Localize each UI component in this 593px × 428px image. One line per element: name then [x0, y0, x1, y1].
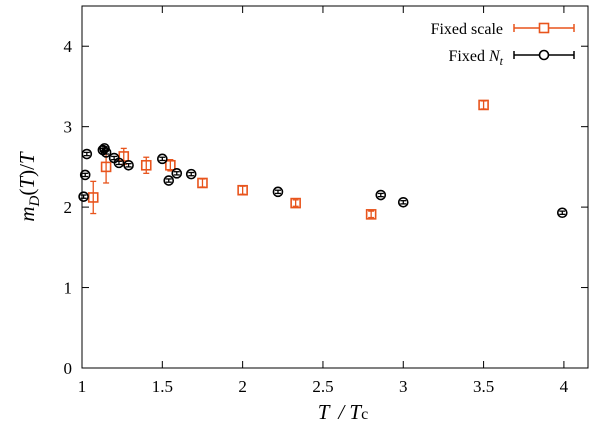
- y-tick-label: 0: [64, 359, 73, 378]
- data-point: [140, 159, 152, 171]
- data-point: [365, 209, 377, 220]
- data-point: [157, 153, 168, 165]
- y-axis-label-rest: (: [15, 189, 39, 196]
- x-tick-label: 3.5: [473, 377, 494, 396]
- series-fixed-nt: [78, 143, 568, 219]
- legend-label-fixed-nt: Fixed Nt: [449, 48, 504, 68]
- x-axis-label-c: c: [361, 406, 368, 423]
- x-tick-label: 3: [399, 377, 408, 396]
- legend-label-fixed-scale: Fixed scale: [431, 21, 503, 38]
- y-axis-label-sub: D: [27, 195, 43, 207]
- data-point: [113, 157, 125, 169]
- legend-marker: [538, 22, 550, 34]
- data-point: [237, 184, 248, 196]
- plot-frame: [81, 5, 589, 369]
- data-point: [375, 189, 387, 201]
- data-point: [556, 207, 568, 219]
- series-fixed-scale: [87, 99, 489, 220]
- x-axis-label: T / Tc: [318, 400, 368, 424]
- data-point: [123, 159, 134, 171]
- legend-label-fixed-nt-n: N: [488, 48, 501, 65]
- data-point: [78, 191, 89, 202]
- data-point: [197, 177, 208, 189]
- legend-label-fixed-nt-word: Fixed: [449, 48, 489, 65]
- y-axis-label: mD(T)/T: [15, 151, 43, 222]
- data-point: [165, 159, 176, 171]
- x-tick-label: 2.5: [312, 377, 333, 396]
- series-layer: [78, 99, 568, 220]
- x-tick-label: 2: [238, 377, 247, 396]
- data-point: [100, 161, 112, 173]
- data-point: [272, 186, 284, 198]
- x-axis-label-sep: /: [333, 400, 349, 424]
- x-axis-label-tc: T: [349, 400, 362, 424]
- data-point: [478, 99, 489, 111]
- legend-label-fixed-nt-sub: t: [500, 54, 504, 68]
- y-tick-label: 2: [64, 198, 73, 217]
- y-axis-label-t2: T: [15, 151, 39, 164]
- y-axis-label-close: )/: [15, 164, 39, 177]
- legend-marker: [538, 49, 550, 61]
- data-point: [100, 147, 112, 158]
- x-tick-label: 1: [78, 377, 87, 396]
- y-tick-label: 4: [64, 37, 73, 56]
- y-tick-label: 3: [64, 118, 73, 137]
- data-point: [81, 148, 93, 160]
- y-axis-label-m: m: [15, 206, 39, 221]
- data-point: [185, 168, 197, 180]
- axis-ticks: [81, 6, 588, 369]
- y-axis-label-t1: T: [15, 176, 39, 189]
- legend: Fixed scale Fixed Nt: [431, 21, 575, 68]
- data-point: [397, 196, 409, 208]
- data-point: [171, 168, 183, 179]
- data-point: [163, 175, 175, 186]
- x-axis-label-t: T: [318, 400, 331, 424]
- x-tick-label: 1.5: [152, 377, 173, 396]
- data-point: [290, 197, 301, 209]
- data-point: [79, 169, 91, 181]
- x-tick-label: 4: [560, 377, 569, 396]
- y-tick-label: 1: [64, 279, 73, 298]
